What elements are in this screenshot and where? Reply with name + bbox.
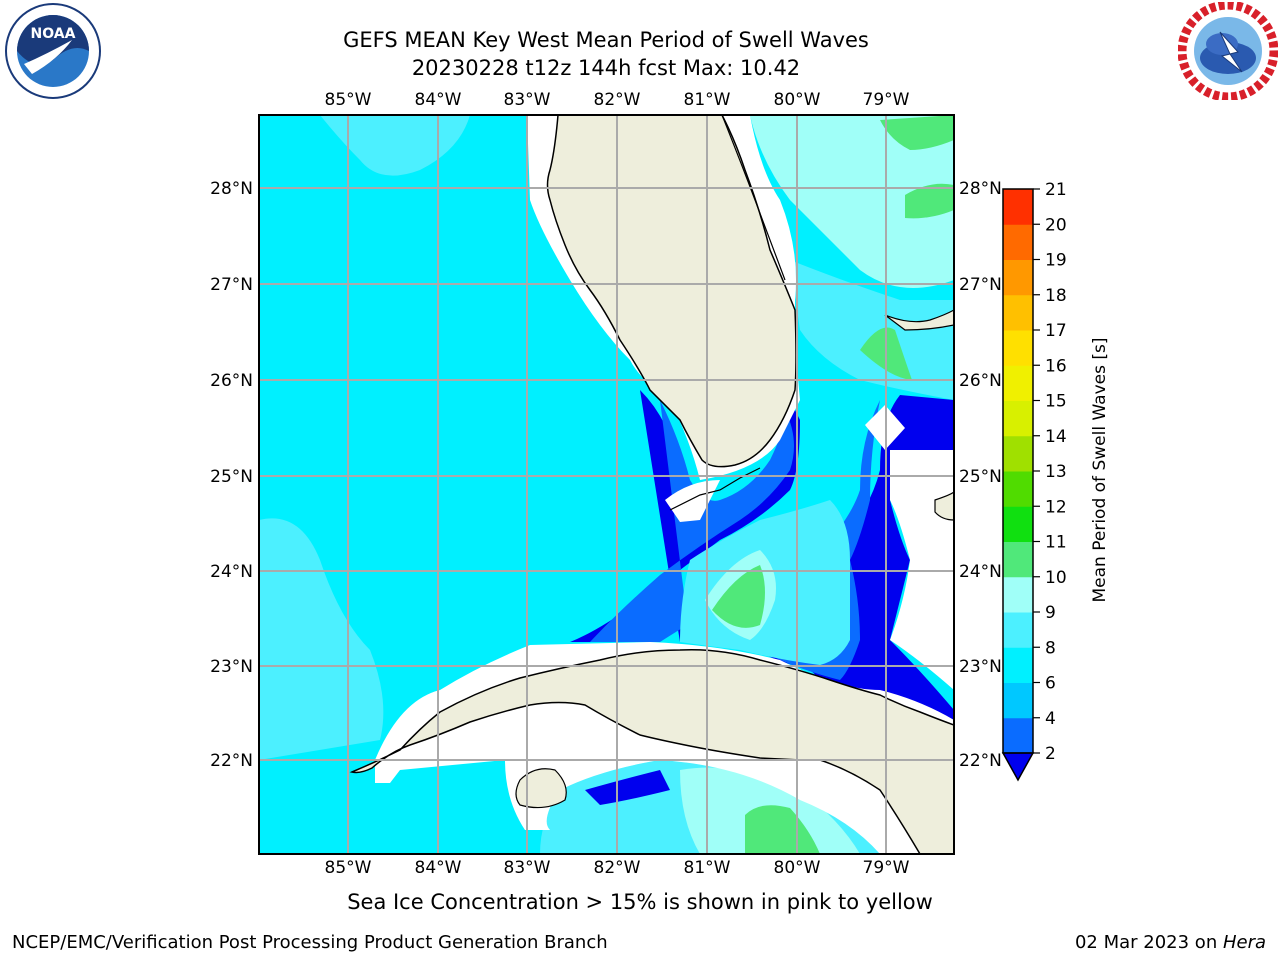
colorbar-segment	[1003, 541, 1033, 578]
swell-contour	[320, 115, 470, 176]
colorbar-tick-label: 16	[1045, 356, 1067, 376]
noaa-logo: NOAA	[5, 3, 101, 99]
lon-label-top: 84°W	[415, 90, 462, 110]
lat-label-right: 22°N	[959, 751, 1002, 771]
colorbar-segment	[1003, 189, 1033, 225]
colorbar-segment	[1003, 471, 1033, 507]
colorbar-segment	[1003, 612, 1033, 648]
svg-text:NOAA: NOAA	[31, 26, 76, 42]
lon-label-bottom: 83°W	[504, 858, 551, 878]
credit-text: NCEP/EMC/Verification Post Processing Pr…	[12, 932, 608, 953]
chart-title-line-1: GEFS MEAN Key West Mean Period of Swell …	[343, 28, 869, 52]
lon-label-top: 85°W	[325, 90, 372, 110]
colorbar-tick-label: 10	[1045, 568, 1067, 588]
colorbar-segment	[1003, 259, 1033, 296]
colorbar-tick-label: 18	[1045, 286, 1067, 306]
lon-label-bottom: 79°W	[863, 858, 910, 878]
nws-logo	[1178, 2, 1278, 100]
colorbar-tick-label: 15	[1045, 392, 1067, 412]
lon-label-bottom: 80°W	[774, 858, 821, 878]
colorbar: 2 4 6 8 9 10 11 12 13 14 15 16 17 18 19 20 21	[1001, 180, 1067, 782]
lat-label-left: 23°N	[210, 657, 253, 677]
swell-contour	[570, 390, 954, 760]
lat-label-left: 25°N	[210, 467, 253, 487]
colorbar-segment	[1003, 506, 1033, 542]
colorbar-segment	[1003, 647, 1033, 683]
colorbar-tick-label: 17	[1045, 321, 1067, 341]
lon-label-bottom: 82°W	[594, 858, 641, 878]
lon-label-bottom: 84°W	[415, 858, 462, 878]
lat-label-right: 27°N	[959, 275, 1002, 295]
colorbar-extend-arrow	[1001, 752, 1035, 782]
bahamas-land	[934, 491, 954, 521]
swell-contour	[790, 260, 954, 400]
lon-label-top: 80°W	[774, 90, 821, 110]
swell-contour	[750, 115, 954, 288]
colorbar-tick-label: 4	[1045, 709, 1056, 729]
colorbar-tick-label: 6	[1045, 674, 1056, 694]
graticule	[259, 115, 954, 854]
map-frame	[258, 114, 955, 855]
isla-juventud-land	[515, 768, 567, 809]
colorbar-segment	[1003, 224, 1033, 260]
colorbar-tick-label: 9	[1045, 603, 1056, 623]
lat-label-left: 26°N	[210, 371, 253, 391]
florida-keys	[669, 467, 761, 511]
colorbar-segment	[1003, 294, 1033, 331]
lon-label-top: 79°W	[863, 90, 910, 110]
cuba-land	[349, 648, 954, 854]
bahamas-land	[884, 309, 954, 331]
colorbar-tick-label: 21	[1045, 180, 1067, 200]
lat-label-right: 25°N	[959, 467, 1002, 487]
coastline	[721, 115, 786, 281]
colorbar-segment	[1003, 717, 1033, 754]
colorbar-tick-label: 2	[1045, 744, 1056, 764]
lat-label-right: 28°N	[959, 179, 1002, 199]
date-stamp: 02 Mar 2023 on Hera	[1075, 932, 1266, 953]
lon-label-bottom: 81°W	[684, 858, 731, 878]
swell-contour	[905, 183, 954, 219]
swell-contour	[585, 770, 670, 805]
colorbar-segment	[1003, 365, 1033, 401]
colorbar-segment	[1003, 400, 1033, 437]
colorbar-tick-label: 14	[1045, 427, 1067, 447]
swell-contour	[712, 565, 765, 628]
chart-title-line-2: 20230228 t12z 144h fcst Max: 10.42	[411, 56, 801, 80]
colorbar-tick-label: 11	[1045, 533, 1067, 553]
lon-label-bottom: 85°W	[325, 858, 372, 878]
date-text: 02 Mar 2023 on	[1074, 932, 1223, 953]
florida-land	[546, 115, 797, 468]
sea-ice-note: Sea Ice Concentration > 15% is shown in …	[347, 890, 933, 914]
swell-contour	[745, 805, 820, 854]
map-area	[259, 115, 954, 854]
lat-label-left: 24°N	[210, 562, 253, 582]
lat-label-left: 27°N	[210, 275, 253, 295]
colorbar-tick-label: 20	[1045, 215, 1067, 235]
lat-label-right: 26°N	[959, 371, 1002, 391]
swell-contour	[259, 518, 384, 760]
lat-label-left: 28°N	[210, 179, 253, 199]
lon-label-top: 81°W	[684, 90, 731, 110]
colorbar-label: Mean Period of Swell Waves [s]	[1090, 338, 1110, 603]
lat-label-left: 22°N	[210, 751, 253, 771]
lat-label-right: 23°N	[959, 657, 1002, 677]
swell-contour	[880, 115, 954, 150]
colorbar-segment	[1003, 330, 1033, 366]
colorbar-tick-label: 12	[1045, 497, 1067, 517]
colorbar-tick-label: 19	[1045, 251, 1067, 271]
colorbar-tick-label: 13	[1045, 462, 1067, 482]
colorbar-segment	[1003, 682, 1033, 719]
host-name: Hera	[1222, 932, 1266, 953]
lat-label-right: 24°N	[959, 562, 1002, 582]
lon-label-top: 83°W	[504, 90, 551, 110]
lon-label-top: 82°W	[594, 90, 641, 110]
colorbar-tick-label: 8	[1045, 638, 1056, 658]
colorbar-segment	[1003, 576, 1033, 613]
colorbar-segment	[1003, 435, 1033, 472]
